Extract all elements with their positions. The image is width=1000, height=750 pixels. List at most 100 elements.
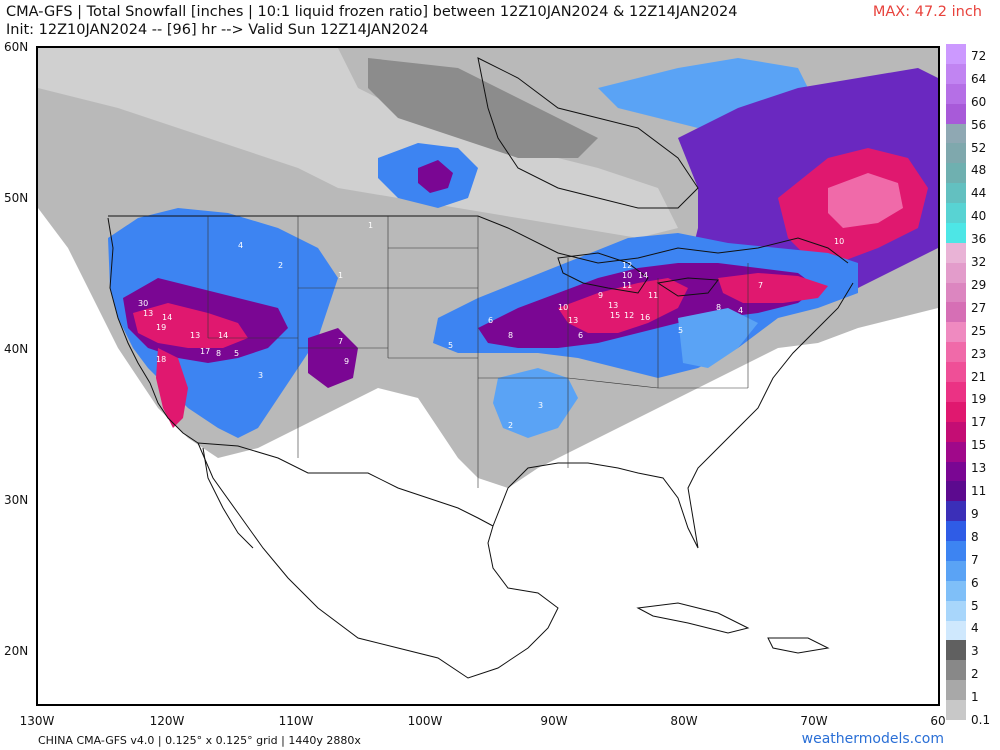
- colorbar-segment: [946, 441, 966, 463]
- magenta-snow-sierra: [133, 303, 248, 348]
- colorbar-label: 52: [971, 140, 987, 155]
- colorbar-segment: [946, 382, 966, 403]
- colorbar-segment: [946, 302, 966, 323]
- colorbar-segment: [946, 700, 966, 721]
- snow-label: 5: [448, 341, 453, 350]
- map-title-line2: Init: 12Z10JAN2024 -- [96] hr --> Valid …: [6, 22, 429, 38]
- snow-label: 15: [610, 311, 620, 320]
- colorbar-label: 36: [971, 232, 987, 247]
- colorbar-segment: [946, 680, 966, 701]
- snow-label: 13: [143, 309, 153, 318]
- colorbar-segment: [946, 63, 966, 85]
- colorbar-segment: [946, 242, 966, 264]
- snowfall-colorbar: [946, 44, 966, 721]
- snow-label: 17: [200, 347, 210, 356]
- snow-label: 2: [508, 421, 513, 430]
- lat-label-50n: 50N: [4, 191, 29, 205]
- gulf-coast: [492, 282, 854, 549]
- snow-label: 11: [622, 281, 632, 290]
- snow-label: 11: [648, 291, 658, 300]
- lon-label-130w: 130W: [19, 714, 55, 728]
- blue-snow-appalachia: [678, 308, 758, 368]
- colorbar-segment: [946, 421, 966, 443]
- snow-label: 14: [162, 313, 172, 322]
- magenta-snow-midwest: [558, 278, 688, 333]
- colorbar-segment: [946, 481, 966, 502]
- colorbar-segment: [946, 541, 966, 562]
- snow-label: 6: [488, 316, 493, 325]
- cuba-outline: [636, 602, 750, 634]
- colorbar-segment: [946, 580, 966, 602]
- colorbar-segment: [946, 262, 966, 284]
- snow-label: 10: [622, 271, 632, 280]
- snowfall-map[interactable]: 30 13 14 19 18 17 14 13 8 5 7 9 12 10 14…: [36, 46, 940, 706]
- colorbar-segment: [946, 501, 966, 522]
- lat-label-60n: 60N: [4, 40, 29, 54]
- us-canada-border: [108, 215, 849, 264]
- colorbar-segment: [946, 143, 966, 164]
- blue-snow-south: [493, 368, 578, 438]
- magenta-snow-sierra-south: [156, 348, 188, 428]
- snow-label: 5: [234, 349, 239, 358]
- lon-label-60w: 60: [930, 714, 946, 728]
- snow-label: 7: [758, 281, 763, 290]
- colorbar-label: 15: [971, 438, 987, 453]
- colorbar-segment: [946, 401, 966, 423]
- colorbar-label: 27: [971, 300, 987, 315]
- snow-label: 4: [238, 241, 243, 250]
- lon-label-110w: 110W: [278, 714, 314, 728]
- us-mexico-border: [197, 442, 494, 527]
- site-credit-link[interactable]: weathermodels.com: [801, 731, 944, 747]
- colorbar-label: 23: [971, 346, 987, 361]
- gray-snow-light: [38, 48, 678, 238]
- snow-label: 12: [624, 311, 634, 320]
- hudson-bay-outline: [477, 57, 699, 209]
- snow-label: 10: [834, 237, 844, 246]
- great-lakes-outline: [557, 252, 719, 297]
- gray-snow-dark-north: [368, 58, 598, 158]
- map-title-line1: CMA-GFS | Total Snowfall [inches | 10:1 …: [6, 4, 738, 20]
- max-snowfall-label: MAX: 47.2 inch: [872, 4, 982, 20]
- colorbar-segment: [946, 103, 966, 125]
- colorbar-segment: [946, 203, 966, 224]
- colorbar-segment: [946, 123, 966, 144]
- snow-label: 4: [738, 306, 743, 315]
- snow-label: 13: [190, 331, 200, 340]
- colorbar-segment: [946, 660, 966, 681]
- colorbar-label: 32: [971, 255, 987, 270]
- snow-label: 3: [258, 371, 263, 380]
- colorbar-label: 60: [971, 94, 987, 109]
- colorbar-segment: [946, 461, 966, 482]
- snow-label: 13: [568, 316, 578, 325]
- state-lines: [207, 216, 749, 488]
- pink-snow-quebec-core: [828, 173, 903, 228]
- colorbar-segment: [946, 83, 966, 105]
- snow-label: 9: [344, 357, 349, 366]
- colorbar-label: 25: [971, 323, 987, 338]
- snow-label: 7: [338, 337, 343, 346]
- colorbar-label: 48: [971, 163, 987, 178]
- lon-label-90w: 90W: [540, 714, 568, 728]
- baja-outline: [202, 447, 254, 549]
- snow-label: 5: [678, 326, 683, 335]
- colorbar-label: 64: [971, 71, 987, 86]
- colorbar-segment: [946, 620, 966, 641]
- snow-label: 1: [338, 271, 343, 280]
- snow-label: 1: [368, 221, 373, 230]
- snow-label: 18: [156, 355, 166, 364]
- colorbar-label: 9: [971, 506, 979, 521]
- snow-label: 3: [538, 401, 543, 410]
- snow-label: 8: [716, 303, 721, 312]
- colorbar-label: 21: [971, 369, 987, 384]
- colorbar-label: 40: [971, 209, 987, 224]
- snow-label: 12: [622, 261, 632, 270]
- colorbar-label: 1: [971, 690, 979, 705]
- colorbar-segment: [946, 342, 966, 363]
- colorbar-segment: [946, 322, 966, 343]
- colorbar-segment: [946, 640, 966, 661]
- lon-label-100w: 100W: [407, 714, 443, 728]
- colorbar-segment: [946, 222, 966, 244]
- lon-label-80w: 80W: [670, 714, 698, 728]
- snow-label: 8: [216, 349, 221, 358]
- purple-snow-rockies: [308, 328, 358, 388]
